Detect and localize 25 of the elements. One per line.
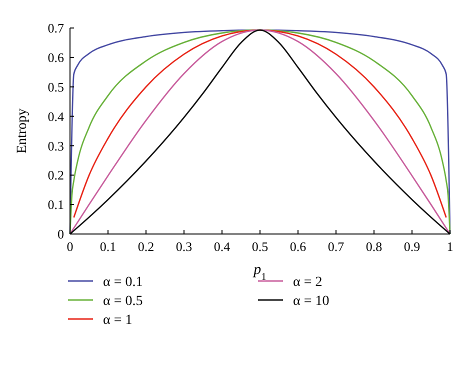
y-tick-label: 0.6 xyxy=(48,50,64,65)
y-tick-label: 0.1 xyxy=(48,197,64,212)
x-tick-label: 0.9 xyxy=(404,239,420,254)
x-tick-label: 0.1 xyxy=(100,239,116,254)
y-axis-title: Entropy xyxy=(15,108,30,154)
x-tick-label: 0.6 xyxy=(290,239,307,254)
legend-label: α = 0.5 xyxy=(103,294,143,309)
y-tick-label: 0 xyxy=(58,226,64,242)
x-tick-label: 1 xyxy=(446,239,454,254)
x-tick-label: 0.7 xyxy=(328,239,345,254)
y-tick-label: 0.4 xyxy=(48,108,64,124)
y-tick-label: 0.7 xyxy=(48,20,64,36)
y-tick-label: 0.3 xyxy=(48,138,64,154)
x-tick-label: 0.5 xyxy=(252,239,268,254)
y-tick-label: 0.2 xyxy=(48,168,64,183)
legend-label: α = 0.1 xyxy=(103,274,143,290)
x-tick-label: 0.8 xyxy=(366,239,382,254)
x-tick-label: 0.2 xyxy=(138,239,154,254)
x-tick-label: 0.3 xyxy=(176,239,192,254)
x-tick-label: 0.4 xyxy=(214,239,231,254)
y-tick-label: 0.5 xyxy=(48,79,64,94)
legend-label: α = 10 xyxy=(293,294,330,309)
legend-label: α = 2 xyxy=(293,274,322,290)
legend-label: α = 1 xyxy=(103,312,132,328)
x-axis-title: p$_{1}$ xyxy=(252,262,266,282)
